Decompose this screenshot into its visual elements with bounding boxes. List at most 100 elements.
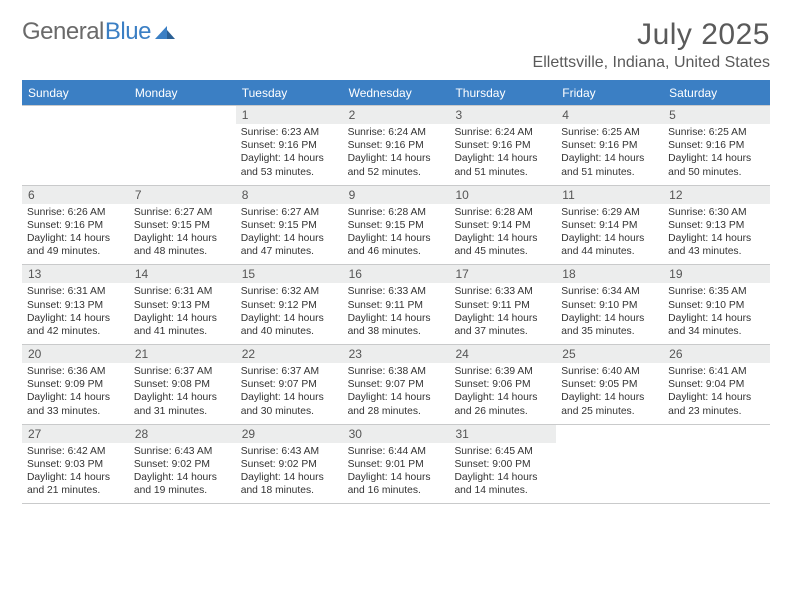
day-cell: 27Sunrise: 6:42 AMSunset: 9:03 PMDayligh…	[22, 424, 129, 504]
day-cell: 28Sunrise: 6:43 AMSunset: 9:02 PMDayligh…	[129, 424, 236, 504]
day-number: 7	[129, 185, 236, 204]
day-cell: 7Sunrise: 6:27 AMSunset: 9:15 PMDaylight…	[129, 185, 236, 265]
brand-logo: GeneralBlue	[22, 18, 176, 46]
day-body: Sunrise: 6:35 AMSunset: 9:10 PMDaylight:…	[663, 283, 770, 344]
day-number: 2	[343, 105, 450, 124]
day-cell: 10Sunrise: 6:28 AMSunset: 9:14 PMDayligh…	[449, 185, 556, 265]
day-body	[663, 441, 770, 499]
weekday-cell: Friday	[556, 82, 663, 105]
day-cell: 5Sunrise: 6:25 AMSunset: 9:16 PMDaylight…	[663, 105, 770, 185]
day-body: Sunrise: 6:33 AMSunset: 9:11 PMDaylight:…	[343, 283, 450, 344]
day-body: Sunrise: 6:28 AMSunset: 9:14 PMDaylight:…	[449, 204, 556, 265]
title-block: July 2025 Ellettsville, Indiana, United …	[533, 18, 770, 72]
day-number: 11	[556, 185, 663, 204]
brand-part1: General	[22, 18, 104, 46]
day-cell: 24Sunrise: 6:39 AMSunset: 9:06 PMDayligh…	[449, 344, 556, 424]
day-number: 16	[343, 264, 450, 283]
day-cell	[22, 105, 129, 185]
day-number	[129, 105, 236, 122]
day-body: Sunrise: 6:38 AMSunset: 9:07 PMDaylight:…	[343, 363, 450, 424]
weekday-cell: Saturday	[663, 82, 770, 105]
page: GeneralBlue July 2025 Ellettsville, Indi…	[0, 0, 792, 504]
day-cell: 20Sunrise: 6:36 AMSunset: 9:09 PMDayligh…	[22, 344, 129, 424]
day-number: 22	[236, 344, 343, 363]
day-number: 1	[236, 105, 343, 124]
day-cell: 9Sunrise: 6:28 AMSunset: 9:15 PMDaylight…	[343, 185, 450, 265]
day-body: Sunrise: 6:33 AMSunset: 9:11 PMDaylight:…	[449, 283, 556, 344]
day-body: Sunrise: 6:37 AMSunset: 9:08 PMDaylight:…	[129, 363, 236, 424]
day-number: 26	[663, 344, 770, 363]
day-number: 30	[343, 424, 450, 443]
day-body: Sunrise: 6:39 AMSunset: 9:06 PMDaylight:…	[449, 363, 556, 424]
calendar: SundayMondayTuesdayWednesdayThursdayFrid…	[22, 80, 770, 504]
month-title: July 2025	[533, 18, 770, 52]
day-body	[556, 441, 663, 499]
day-cell: 2Sunrise: 6:24 AMSunset: 9:16 PMDaylight…	[343, 105, 450, 185]
day-cell: 11Sunrise: 6:29 AMSunset: 9:14 PMDayligh…	[556, 185, 663, 265]
day-body: Sunrise: 6:36 AMSunset: 9:09 PMDaylight:…	[22, 363, 129, 424]
day-body: Sunrise: 6:24 AMSunset: 9:16 PMDaylight:…	[449, 124, 556, 185]
day-body: Sunrise: 6:40 AMSunset: 9:05 PMDaylight:…	[556, 363, 663, 424]
weekday-cell: Wednesday	[343, 82, 450, 105]
day-number: 10	[449, 185, 556, 204]
day-cell: 12Sunrise: 6:30 AMSunset: 9:13 PMDayligh…	[663, 185, 770, 265]
day-number: 8	[236, 185, 343, 204]
day-body: Sunrise: 6:44 AMSunset: 9:01 PMDaylight:…	[343, 443, 450, 504]
day-body: Sunrise: 6:45 AMSunset: 9:00 PMDaylight:…	[449, 443, 556, 504]
day-body: Sunrise: 6:27 AMSunset: 9:15 PMDaylight:…	[236, 204, 343, 265]
day-cell: 14Sunrise: 6:31 AMSunset: 9:13 PMDayligh…	[129, 264, 236, 344]
day-cell	[663, 424, 770, 504]
day-cell: 13Sunrise: 6:31 AMSunset: 9:13 PMDayligh…	[22, 264, 129, 344]
day-body: Sunrise: 6:34 AMSunset: 9:10 PMDaylight:…	[556, 283, 663, 344]
day-cell: 30Sunrise: 6:44 AMSunset: 9:01 PMDayligh…	[343, 424, 450, 504]
day-number: 3	[449, 105, 556, 124]
day-body: Sunrise: 6:32 AMSunset: 9:12 PMDaylight:…	[236, 283, 343, 344]
day-body: Sunrise: 6:25 AMSunset: 9:16 PMDaylight:…	[556, 124, 663, 185]
day-number: 4	[556, 105, 663, 124]
day-cell: 18Sunrise: 6:34 AMSunset: 9:10 PMDayligh…	[556, 264, 663, 344]
day-cell: 8Sunrise: 6:27 AMSunset: 9:15 PMDaylight…	[236, 185, 343, 265]
day-body: Sunrise: 6:37 AMSunset: 9:07 PMDaylight:…	[236, 363, 343, 424]
day-cell	[556, 424, 663, 504]
day-cell: 19Sunrise: 6:35 AMSunset: 9:10 PMDayligh…	[663, 264, 770, 344]
weekday-cell: Tuesday	[236, 82, 343, 105]
weekday-cell: Sunday	[22, 82, 129, 105]
day-cell: 3Sunrise: 6:24 AMSunset: 9:16 PMDaylight…	[449, 105, 556, 185]
day-number: 14	[129, 264, 236, 283]
day-cell: 23Sunrise: 6:38 AMSunset: 9:07 PMDayligh…	[343, 344, 450, 424]
day-number: 24	[449, 344, 556, 363]
day-number: 19	[663, 264, 770, 283]
day-number: 28	[129, 424, 236, 443]
day-number	[22, 105, 129, 122]
day-number: 6	[22, 185, 129, 204]
day-cell: 21Sunrise: 6:37 AMSunset: 9:08 PMDayligh…	[129, 344, 236, 424]
week-row: 1Sunrise: 6:23 AMSunset: 9:16 PMDaylight…	[22, 105, 770, 185]
day-number: 27	[22, 424, 129, 443]
day-body: Sunrise: 6:23 AMSunset: 9:16 PMDaylight:…	[236, 124, 343, 185]
day-body: Sunrise: 6:24 AMSunset: 9:16 PMDaylight:…	[343, 124, 450, 185]
day-body: Sunrise: 6:31 AMSunset: 9:13 PMDaylight:…	[22, 283, 129, 344]
day-body	[129, 122, 236, 180]
day-number: 5	[663, 105, 770, 124]
day-body: Sunrise: 6:26 AMSunset: 9:16 PMDaylight:…	[22, 204, 129, 265]
day-cell: 1Sunrise: 6:23 AMSunset: 9:16 PMDaylight…	[236, 105, 343, 185]
day-cell: 16Sunrise: 6:33 AMSunset: 9:11 PMDayligh…	[343, 264, 450, 344]
day-number	[556, 424, 663, 441]
header: GeneralBlue July 2025 Ellettsville, Indi…	[22, 18, 770, 72]
day-number: 23	[343, 344, 450, 363]
day-number: 31	[449, 424, 556, 443]
day-number: 12	[663, 185, 770, 204]
day-cell: 31Sunrise: 6:45 AMSunset: 9:00 PMDayligh…	[449, 424, 556, 504]
day-number: 17	[449, 264, 556, 283]
day-number: 25	[556, 344, 663, 363]
week-row: 6Sunrise: 6:26 AMSunset: 9:16 PMDaylight…	[22, 185, 770, 265]
week-row: 13Sunrise: 6:31 AMSunset: 9:13 PMDayligh…	[22, 264, 770, 344]
day-cell: 15Sunrise: 6:32 AMSunset: 9:12 PMDayligh…	[236, 264, 343, 344]
weekday-cell: Thursday	[449, 82, 556, 105]
day-body: Sunrise: 6:31 AMSunset: 9:13 PMDaylight:…	[129, 283, 236, 344]
day-cell	[129, 105, 236, 185]
weekday-cell: Monday	[129, 82, 236, 105]
day-number: 21	[129, 344, 236, 363]
day-body: Sunrise: 6:41 AMSunset: 9:04 PMDaylight:…	[663, 363, 770, 424]
location-text: Ellettsville, Indiana, United States	[533, 54, 770, 72]
